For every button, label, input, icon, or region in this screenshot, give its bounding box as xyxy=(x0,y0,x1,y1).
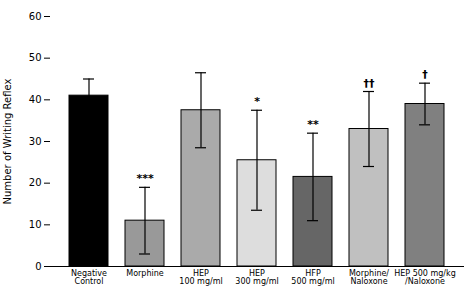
svg-text:Morphine: Morphine xyxy=(126,269,164,278)
svg-text:††: †† xyxy=(364,77,376,90)
svg-text:NegativeControl: NegativeControl xyxy=(71,269,107,286)
svg-text:30: 30 xyxy=(29,136,42,147)
svg-text:Number of Writing Reflex: Number of Writing Reflex xyxy=(2,78,13,204)
svg-text:*: * xyxy=(254,95,260,108)
svg-text:HFP500 mg/ml: HFP500 mg/ml xyxy=(291,269,334,286)
svg-text:**: ** xyxy=(307,118,319,131)
svg-text:60: 60 xyxy=(29,11,42,22)
svg-text:20: 20 xyxy=(29,177,42,188)
svg-text:0: 0 xyxy=(35,261,41,272)
svg-text:50: 50 xyxy=(29,52,42,63)
svg-text:HEP100 mg/ml: HEP100 mg/ml xyxy=(179,269,222,286)
svg-text:Morphine/Naloxone: Morphine/Naloxone xyxy=(349,269,389,286)
svg-text:HEP300 mg/ml: HEP300 mg/ml xyxy=(235,269,278,286)
svg-text:***: *** xyxy=(136,172,154,185)
svg-text:40: 40 xyxy=(29,94,42,105)
svg-text:†: † xyxy=(422,68,428,81)
svg-text:10: 10 xyxy=(29,219,42,230)
svg-text:HEP 500 mg/kg/Naloxone: HEP 500 mg/kg/Naloxone xyxy=(394,269,456,286)
